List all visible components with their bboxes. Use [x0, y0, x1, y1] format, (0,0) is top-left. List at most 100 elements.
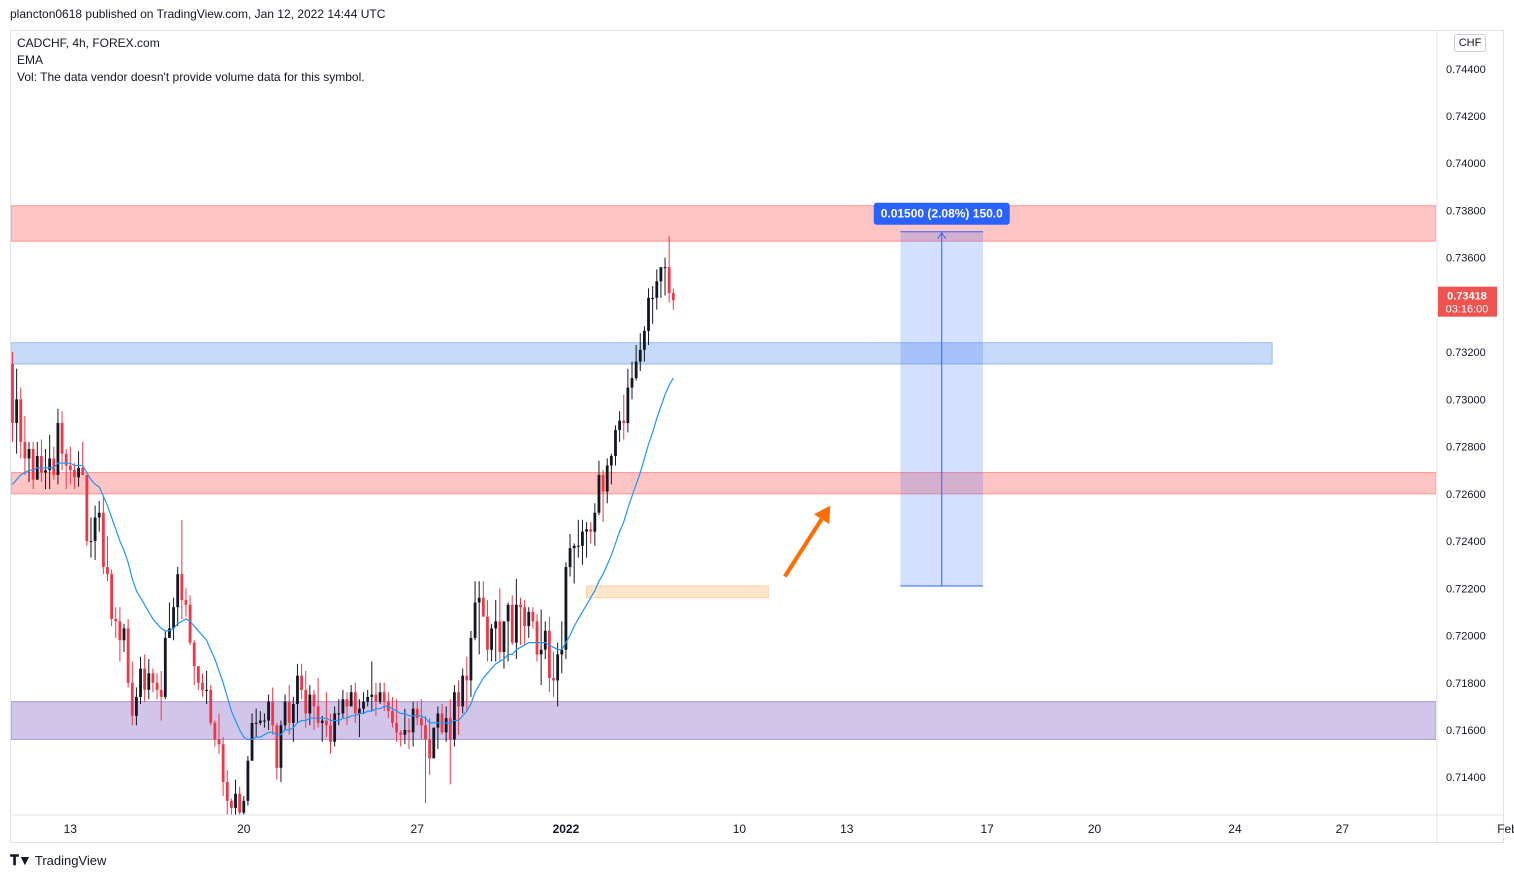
ema-layer — [12, 377, 674, 741]
candle — [159, 670, 163, 721]
candle-body — [126, 628, 130, 683]
candle — [93, 505, 97, 560]
candle-body — [139, 668, 142, 697]
candle-body — [333, 713, 337, 742]
candle — [535, 614, 539, 662]
candle-body — [576, 545, 580, 547]
candle — [548, 616, 551, 693]
candle — [341, 689, 345, 719]
candle-body — [23, 441, 27, 459]
candle-body — [378, 692, 382, 702]
resistance-zone-top — [11, 205, 1436, 242]
candle — [143, 654, 147, 702]
candle-body — [308, 694, 312, 714]
candle — [27, 441, 31, 483]
candle-body — [229, 800, 233, 808]
candle — [655, 269, 659, 310]
candle — [68, 446, 72, 485]
candle-body — [349, 692, 353, 707]
candle-body — [638, 349, 642, 362]
candle-body — [172, 607, 175, 629]
candle-body — [263, 720, 266, 722]
candle-body — [56, 423, 60, 475]
candle-body — [287, 701, 291, 723]
chart-pane[interactable] — [10, 30, 1504, 843]
price-axis[interactable]: 0.74400 0.74200 0.74000 0.73800 0.73600 0.732… — [1436, 31, 1486, 842]
candles-layer — [11, 236, 675, 815]
time-tick-label: 24 — [1228, 822, 1242, 836]
arrow-layer — [783, 505, 831, 578]
time-axis[interactable]: 13 20 27 2022 10 13 17 20 24 27 Feb — [11, 814, 1514, 836]
price-tick-label: 0.71400 — [1446, 772, 1486, 784]
candle-body — [506, 604, 510, 622]
candle — [560, 621, 564, 674]
legend-symbol[interactable]: CADCHF, 4h, FOREX.com — [17, 36, 160, 50]
candle-body — [510, 604, 514, 643]
candle — [155, 673, 159, 700]
candle-body — [415, 708, 419, 719]
price-tick-label: 0.71800 — [1446, 678, 1486, 690]
candle — [486, 600, 489, 662]
measure-label-bg — [873, 202, 1010, 225]
candle-body — [184, 600, 188, 605]
currency-badge[interactable]: CHF — [1454, 34, 1486, 52]
candle — [453, 685, 456, 747]
candle-body — [407, 729, 411, 733]
candle — [473, 581, 477, 641]
candle-body — [238, 793, 242, 813]
candle — [196, 666, 200, 690]
candle — [465, 656, 469, 712]
candle — [31, 441, 35, 490]
candle — [581, 519, 584, 565]
candle-body — [424, 725, 427, 740]
candle — [44, 448, 47, 490]
candle-body — [527, 611, 531, 627]
price-tick-label: 0.72200 — [1446, 583, 1486, 595]
candle-body — [188, 604, 192, 643]
candle-body — [473, 602, 477, 638]
candle-body — [329, 725, 332, 742]
candle — [444, 706, 448, 742]
candle-body — [597, 474, 601, 513]
time-tick-label: 2022 — [553, 822, 580, 836]
candle-body — [477, 597, 481, 603]
candle — [101, 496, 105, 575]
candle — [568, 533, 572, 577]
candle — [56, 408, 60, 485]
candle — [126, 619, 130, 688]
candle — [651, 286, 655, 324]
candle — [201, 673, 204, 697]
candle — [477, 581, 481, 655]
candle — [283, 694, 287, 730]
candle-body — [11, 363, 14, 423]
candle — [291, 696, 295, 742]
candle — [391, 696, 394, 728]
candle-body — [225, 781, 229, 801]
candle-body — [419, 718, 423, 726]
candle — [514, 578, 518, 660]
candle — [300, 663, 303, 700]
candle-body — [601, 474, 605, 492]
candle — [225, 770, 229, 815]
candle-body — [622, 420, 626, 423]
candle-body — [19, 399, 23, 442]
candle-body — [618, 420, 622, 431]
price-tick-label: 0.72000 — [1446, 631, 1486, 643]
candle — [634, 345, 638, 381]
legend-indicator[interactable]: EMA — [17, 53, 44, 67]
price-tick-label: 0.72600 — [1446, 489, 1486, 501]
candle-body — [519, 604, 522, 608]
price-tick-label: 0.73000 — [1446, 394, 1486, 406]
candle — [188, 595, 192, 645]
candle — [370, 661, 374, 712]
candle-body — [609, 456, 613, 466]
candle-body — [453, 692, 456, 740]
candle-body — [246, 760, 250, 801]
tradingview-logo[interactable]: 𝐓▼ TradingView — [10, 852, 106, 869]
candle — [23, 415, 27, 475]
candle-body — [539, 649, 543, 655]
candle — [205, 670, 209, 705]
candle-body — [564, 567, 568, 650]
